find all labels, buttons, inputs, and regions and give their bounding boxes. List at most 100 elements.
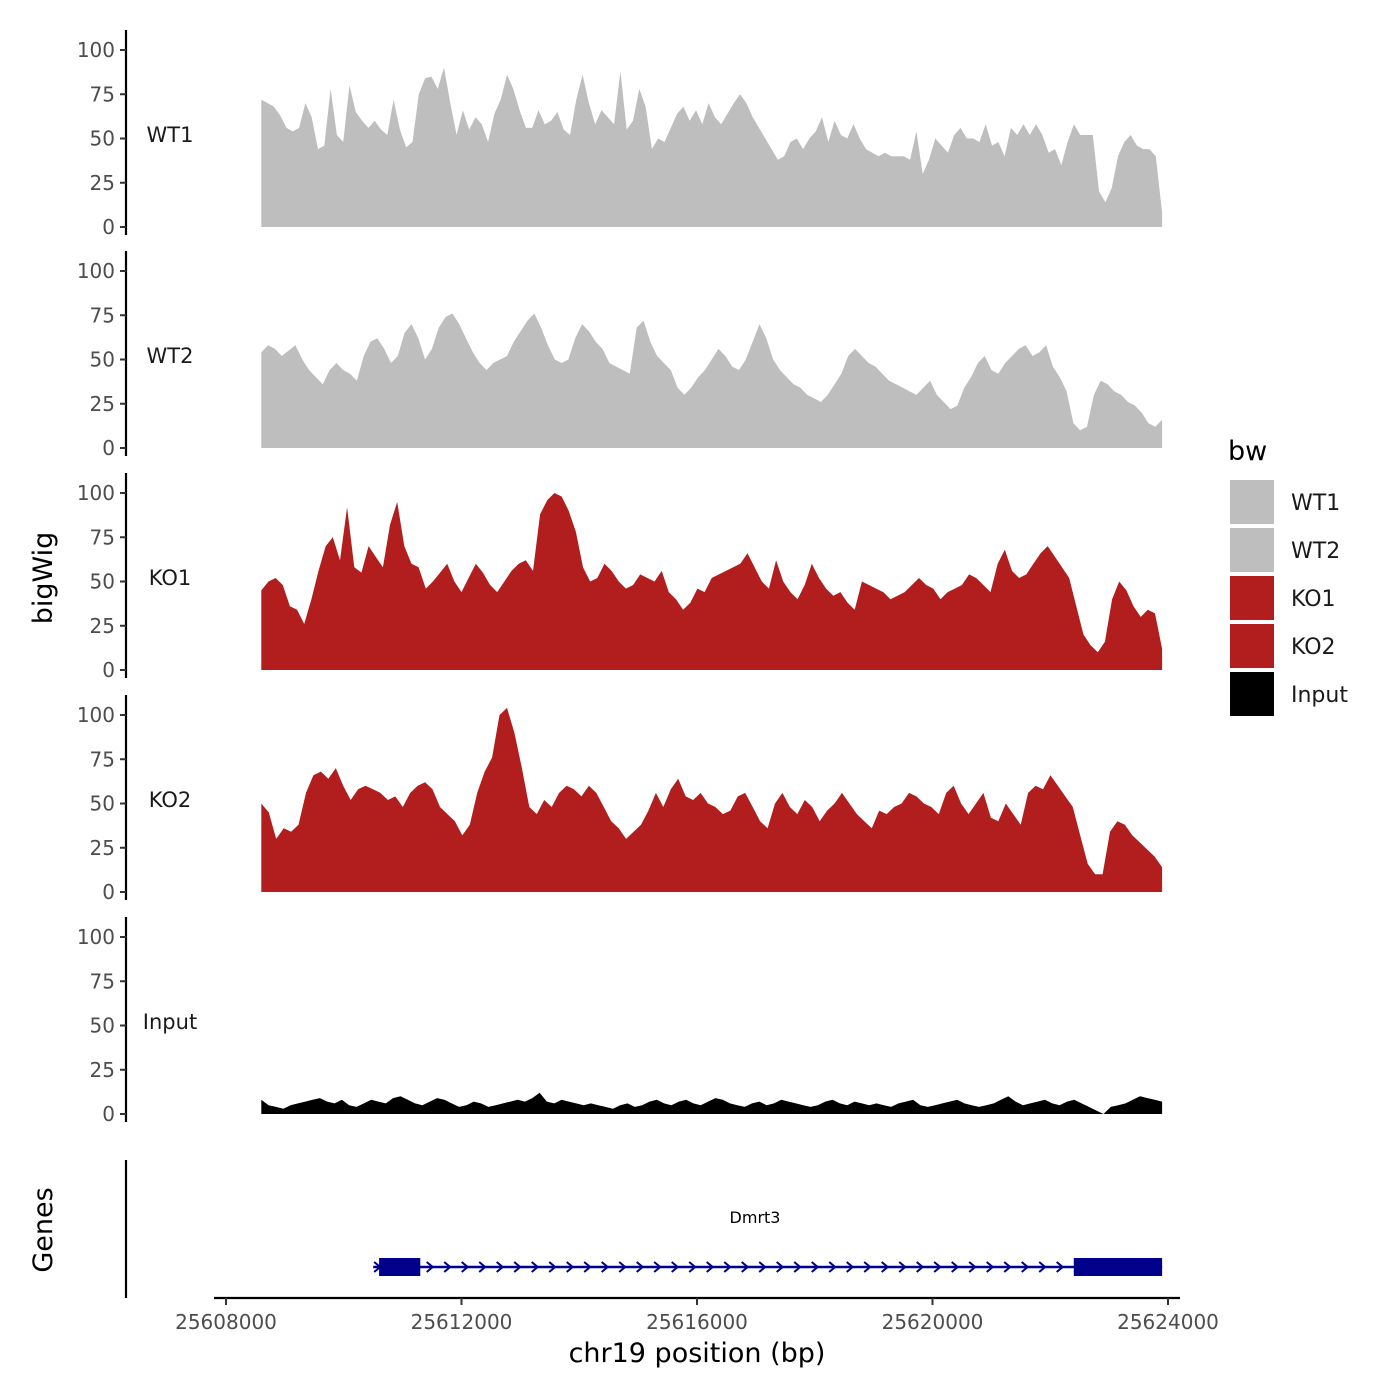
strand-arrow <box>951 1261 960 1273</box>
gene-label: Dmrt3 <box>730 1208 781 1227</box>
y-tick-label: 50 <box>90 1014 115 1038</box>
legend: bw WT1 WT2 KO1 KO2 Input <box>1228 436 1348 716</box>
x-tick-label: 25616000 <box>646 1310 748 1334</box>
y-tick-label: 50 <box>90 127 115 151</box>
strand-arrow <box>636 1261 645 1273</box>
track-input: 0 25 50 75 100 Input <box>77 917 1163 1126</box>
legend-label: WT2 <box>1291 539 1340 564</box>
strand-arrow <box>478 1261 487 1273</box>
strand-arrow <box>618 1261 627 1273</box>
genes-panel: Dmrt3 <box>124 1160 1163 1298</box>
x-tick-label: 25624000 <box>1117 1310 1219 1334</box>
strand-arrow <box>898 1261 907 1273</box>
strand-arrow <box>1056 1261 1065 1273</box>
y-tick-label: 100 <box>77 703 115 727</box>
track-wt1: 0 25 50 75 100 WT1 <box>77 30 1163 239</box>
y-tick-label: 100 <box>77 259 115 283</box>
strand-arrow <box>688 1261 697 1273</box>
legend-entry-ko1: KO1 <box>1230 576 1336 620</box>
area-ko1 <box>261 493 1163 670</box>
strand-arrow <box>548 1261 557 1273</box>
track-label: Input <box>143 1010 197 1034</box>
legend-entry-wt2: WT2 <box>1230 528 1340 572</box>
x-axis-title: chr19 position (bp) <box>569 1338 826 1369</box>
legend-swatch <box>1230 624 1274 668</box>
area-wt1 <box>261 67 1163 227</box>
strand-arrow <box>986 1261 995 1273</box>
strand-arrow <box>566 1261 575 1273</box>
legend-swatch <box>1230 576 1274 620</box>
track-ko2: 0 25 50 75 100 KO2 <box>77 695 1163 904</box>
strand-arrow <box>1003 1261 1012 1273</box>
strand-arrow <box>671 1261 680 1273</box>
gene-exon <box>379 1258 421 1276</box>
strand-arrow <box>828 1261 837 1273</box>
legend-entry-wt1: WT1 <box>1230 480 1340 524</box>
y-tick-label: 75 <box>90 969 115 993</box>
track-label: KO1 <box>149 566 192 590</box>
legend-label: KO1 <box>1291 587 1336 612</box>
y-tick-label: 100 <box>77 38 115 62</box>
area-input <box>261 1092 1163 1114</box>
strand-arrow <box>1038 1261 1047 1273</box>
area-ko2 <box>261 707 1163 892</box>
strand-arrow <box>583 1261 592 1273</box>
y-tick-label: 0 <box>102 658 115 682</box>
y-tick-label: 75 <box>90 747 115 771</box>
legend-title: bw <box>1228 436 1267 467</box>
strand-arrow <box>933 1261 942 1273</box>
y-tick-label: 25 <box>90 614 115 638</box>
track-panels: 0 25 50 75 100 WT1 0 25 50 75 100 WT2 0 25 50 75 100 KO1 0… <box>77 30 1163 1126</box>
y-tick-label: 50 <box>90 570 115 594</box>
legend-swatch <box>1230 672 1274 716</box>
y-tick-label: 0 <box>102 880 115 904</box>
y-tick-label: 25 <box>90 392 115 416</box>
y-tick-label: 75 <box>90 303 115 327</box>
strand-arrow <box>916 1261 925 1273</box>
legend-label: KO2 <box>1291 635 1336 660</box>
strand-arrow <box>723 1261 732 1273</box>
legend-swatch <box>1230 480 1274 524</box>
legend-swatch <box>1230 528 1274 572</box>
genes-axis-title: Genes <box>28 1187 59 1272</box>
y-tick-label: 75 <box>90 525 115 549</box>
strand-arrow <box>776 1261 785 1273</box>
x-tick-label: 25612000 <box>411 1310 513 1334</box>
legend-entry-ko2: KO2 <box>1230 624 1336 668</box>
strand-arrow <box>793 1261 802 1273</box>
track-label: KO2 <box>149 788 192 812</box>
gene-dmrt3: Dmrt3 <box>373 1208 1163 1276</box>
x-tick-label: 25620000 <box>882 1310 984 1334</box>
gene-exon <box>1073 1258 1163 1276</box>
strand-arrow <box>443 1261 452 1273</box>
y-tick-label: 0 <box>102 436 115 460</box>
y-tick-label: 100 <box>77 481 115 505</box>
strand-arrow <box>863 1261 872 1273</box>
track-label: WT2 <box>147 344 194 368</box>
legend-label: Input <box>1291 683 1348 708</box>
track-wt2: 0 25 50 75 100 WT2 <box>77 251 1163 460</box>
strand-arrow <box>531 1261 540 1273</box>
track-label: WT1 <box>147 123 194 147</box>
y-tick-label: 75 <box>90 82 115 106</box>
y-tick-label: 25 <box>90 1058 115 1082</box>
y-tick-label: 100 <box>77 925 115 949</box>
strand-arrow <box>496 1261 505 1273</box>
y-tick-label: 25 <box>90 171 115 195</box>
strand-arrow <box>1021 1261 1030 1273</box>
strand-arrow <box>513 1261 522 1273</box>
legend-entry-input: Input <box>1230 672 1348 716</box>
strand-arrow <box>758 1261 767 1273</box>
y-tick-label: 0 <box>102 1102 115 1126</box>
strand-arrow <box>741 1261 750 1273</box>
strand-arrow <box>881 1261 890 1273</box>
strand-arrow <box>653 1261 662 1273</box>
strand-arrow <box>811 1261 820 1273</box>
strand-arrow <box>968 1261 977 1273</box>
strand-arrow <box>846 1261 855 1273</box>
y-tick-label: 50 <box>90 348 115 372</box>
strand-arrow <box>706 1261 715 1273</box>
y-tick-label: 0 <box>102 215 115 239</box>
